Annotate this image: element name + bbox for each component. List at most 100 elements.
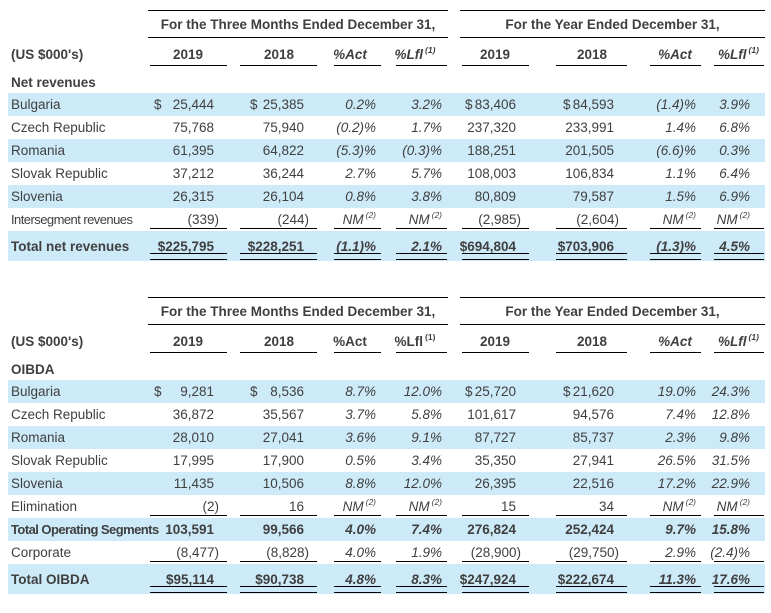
footnote-marker: (2) (431, 210, 442, 221)
value-cell: $25,444 (148, 93, 228, 116)
cell-value: 26,395 (474, 476, 516, 491)
value-cell: $83,406 (460, 93, 530, 116)
column-header-label: %Act (333, 334, 367, 349)
cell-value: $95,114 (165, 571, 214, 587)
cell-value: 0.3% (719, 143, 750, 158)
value-cell: 35,350 (460, 449, 530, 472)
value-cell: 5.7% (382, 162, 448, 185)
column-header-label: 2019 (479, 334, 511, 349)
column-gap (448, 185, 460, 208)
cell-value: (2,985) (478, 212, 521, 227)
cell-value: 36,244 (262, 166, 304, 181)
row-label: Bulgaria (11, 97, 61, 112)
cell-value: 80,809 (474, 189, 516, 204)
table-row: Slovak Republic 37,212 36,244 2.7% 5.7% 108,0… (8, 162, 765, 185)
value-cell: (244) (228, 208, 318, 231)
value-cell: (2,604) (530, 208, 628, 231)
cell-value: 2.3% (665, 430, 696, 445)
dollar-sign: $ (465, 384, 473, 399)
column-header-label: %Lfl (394, 47, 424, 62)
cell-value: NM (716, 212, 738, 227)
column-header: 2019 (148, 325, 228, 358)
footnote-marker: (1) (425, 332, 436, 343)
table-row: Bulgaria $9,281 $8,536 8.7% 12.0% $25,720 $21,… (8, 380, 765, 403)
value-cell: NM (2) (702, 495, 765, 518)
value-cell: (8,477) (148, 541, 228, 564)
cell-value: 4.0% (345, 522, 376, 537)
value-cell: 7.4% (382, 518, 448, 541)
value-cell: 1.7% (382, 116, 448, 139)
cell-value: 5.7% (411, 166, 442, 181)
column-header: %Act (318, 38, 382, 71)
cell-value: NM (662, 212, 684, 227)
value-cell: 27,941 (530, 449, 628, 472)
value-cell: 7.4% (628, 403, 702, 426)
cell-value: NM (408, 212, 430, 227)
column-header: %Lfl (1) (702, 325, 765, 358)
period-group-title: For the Three Months Ended December 31, (148, 10, 448, 38)
column-header-label: 2018 (263, 334, 295, 349)
oibda-table: For the Three Months Ended December 31, F… (8, 297, 765, 594)
dollar-sign: $ (154, 384, 162, 399)
table-row: Czech Republic 75,768 75,940 (0.2)% 1.7% 237,… (8, 116, 765, 139)
cell-value: 25,444 (172, 97, 214, 112)
value-cell: (0.3)% (382, 139, 448, 162)
column-header: %Act (318, 325, 382, 358)
section-label: OIBDA (11, 361, 55, 377)
value-cell: 103,591 (148, 518, 228, 541)
cell-value: 201,505 (565, 143, 614, 158)
cell-value: 233,991 (565, 120, 614, 135)
cell-value: 6.4% (719, 166, 750, 181)
row-label: Total Operating Segments (11, 522, 159, 537)
column-gap (448, 449, 460, 472)
cell-value: (2) (202, 499, 220, 514)
cell-value: 28,010 (172, 430, 214, 445)
cell-value: 108,003 (467, 166, 516, 181)
section-row: OIBDA (8, 358, 765, 380)
cell-value: 8.8% (345, 476, 376, 491)
cell-value: 4.0% (345, 545, 376, 560)
column-header-label: 2019 (172, 334, 204, 349)
cell-value: 99,566 (262, 522, 304, 537)
footnote-marker: (2) (685, 497, 696, 508)
column-header: 2019 (148, 38, 228, 71)
net-revenues-table: For the Three Months Ended December 31, F… (8, 10, 765, 261)
cell-value: (1.3)% (656, 238, 696, 254)
cell-value: 36,872 (172, 407, 214, 422)
cell-value: 106,834 (565, 166, 614, 181)
cell-value: (0.3)% (402, 143, 442, 158)
cell-value: 84,593 (572, 97, 614, 112)
cell-value: 7.4% (411, 522, 442, 537)
value-cell: $228,251 (228, 231, 318, 261)
cell-value: 25,385 (262, 97, 304, 112)
cell-value: 61,395 (172, 143, 214, 158)
column-gap (448, 325, 460, 358)
column-header: %Lfl (1) (382, 38, 448, 71)
value-cell: 87,727 (460, 426, 530, 449)
row-label: Bulgaria (11, 384, 61, 399)
value-cell: 15 (460, 495, 530, 518)
column-gap (448, 297, 460, 325)
value-cell: NM (2) (702, 208, 765, 231)
value-cell: 101,617 (460, 403, 530, 426)
value-cell: 26,395 (460, 472, 530, 495)
cell-value: (2,604) (576, 212, 619, 227)
cell-value: 22,516 (572, 476, 614, 491)
cell-value: 1.5% (665, 189, 696, 204)
column-header-row: (US $000's) 2019 2018 %Act %Lfl (1) 2019 2018 %A… (8, 325, 765, 358)
value-cell: 99,566 (228, 518, 318, 541)
value-cell: 1.1% (628, 162, 702, 185)
table-row: Czech Republic 36,872 35,567 3.7% 5.8% 101,61… (8, 403, 765, 426)
value-cell: 4.0% (318, 541, 382, 564)
cell-value: 94,576 (572, 407, 614, 422)
footnote-marker: (2) (365, 497, 376, 508)
column-header: 2018 (228, 38, 318, 71)
cell-value: (244) (277, 212, 309, 227)
value-cell: 9.7% (628, 518, 702, 541)
column-header-label: %Act (658, 334, 692, 349)
cell-value: (28,900) (470, 545, 521, 560)
value-cell: 34 (530, 495, 628, 518)
cell-value: 24.3% (711, 384, 750, 399)
dollar-sign: $ (465, 97, 473, 112)
cell-value: 2.1% (411, 238, 442, 254)
